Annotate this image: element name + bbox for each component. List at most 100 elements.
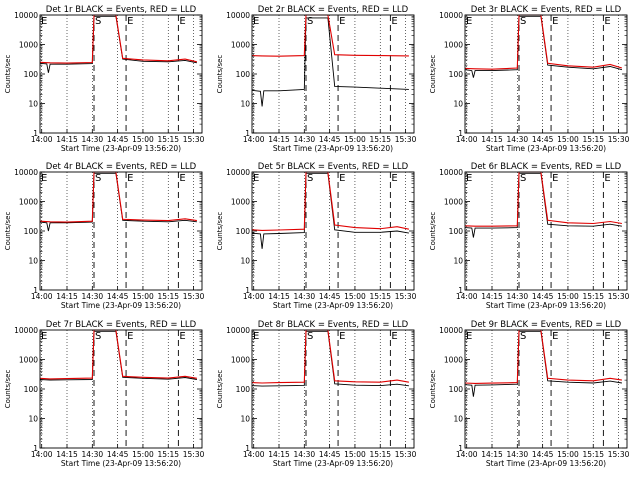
y-tick-label: 10 (28, 100, 38, 109)
x-tick-label: 15:15 (369, 135, 391, 144)
x-axis-label: Start Time (23-Apr-09 13:56:20) (273, 301, 393, 310)
x-axis-label: Start Time (23-Apr-09 13:56:20) (273, 144, 393, 153)
event-marker-label: E (339, 173, 345, 184)
event-marker-label: S (520, 331, 526, 342)
x-tick-label: 14:30 (294, 135, 316, 144)
x-tick-label: 14:00 (31, 135, 53, 144)
x-tick-label: 14:30 (507, 450, 529, 459)
x-tick-label: 14:45 (107, 292, 129, 301)
y-tick-label: 10 (453, 100, 463, 109)
x-tick-label: 14:15 (481, 292, 503, 301)
event-marker-label: E (391, 331, 397, 342)
x-tick-label: 14:15 (268, 292, 290, 301)
plot-frame (464, 14, 628, 134)
y-tick-label: 1000 (19, 198, 38, 207)
lld-series-line (251, 329, 409, 384)
y-tick-label: 1 (245, 129, 250, 138)
panel-title: Det 3r BLACK = Events, RED = LLD (471, 5, 622, 15)
y-tick-label: 10000 (226, 326, 250, 335)
y-tick-label: 100 (24, 70, 39, 79)
event-marker-label: E (127, 16, 133, 27)
x-tick-label: 15:00 (344, 450, 366, 459)
x-axis-label: Start Time (23-Apr-09 13:56:20) (273, 459, 393, 468)
x-tick-label: 14:15 (56, 292, 78, 301)
event-marker-label: E (552, 331, 558, 342)
x-tick-label: 15:15 (582, 292, 604, 301)
event-marker-label: E (391, 173, 397, 184)
event-marker-label: E (179, 173, 185, 184)
event-marker-label: E (253, 173, 259, 184)
x-tick-label: 14:00 (456, 292, 478, 301)
y-tick-label: 10000 (14, 326, 38, 335)
y-tick-label: 1000 (444, 41, 463, 50)
y-axis-label: Counts/sec (216, 55, 224, 94)
y-axis-label: Counts/sec (429, 212, 437, 251)
y-tick-label: 1 (245, 444, 250, 453)
y-tick-label: 100 (236, 227, 251, 236)
event-marker-label: E (41, 16, 47, 27)
y-tick-label: 100 (24, 385, 39, 394)
y-axis-label: Counts/sec (4, 370, 12, 409)
panel-title: Det 8r BLACK = Events, RED = LLD (258, 320, 409, 330)
x-tick-label: 15:00 (132, 450, 154, 459)
x-tick-label: 15:15 (157, 135, 179, 144)
x-tick-label: 14:15 (268, 135, 290, 144)
x-tick-label: 15:30 (395, 292, 417, 301)
y-tick-label: 1000 (444, 198, 463, 207)
x-tick-label: 14:30 (294, 450, 316, 459)
x-tick-label: 15:00 (344, 292, 366, 301)
y-tick-label: 10000 (439, 11, 463, 20)
y-tick-label: 10000 (14, 11, 38, 20)
y-tick-label: 10000 (226, 11, 250, 20)
event-marker-label: E (604, 331, 610, 342)
plot-frame (251, 14, 415, 134)
x-axis-label: Start Time (23-Apr-09 13:56:20) (486, 144, 606, 153)
events-series-line (251, 17, 409, 107)
x-tick-label: 14:00 (243, 292, 265, 301)
y-tick-label: 10 (240, 257, 250, 266)
event-marker-label: E (552, 173, 558, 184)
lld-series-line (39, 329, 197, 380)
event-marker-label: E (179, 16, 185, 27)
y-tick-label: 10000 (439, 168, 463, 177)
event-marker-label: S (307, 331, 313, 342)
x-tick-label: 14:00 (456, 135, 478, 144)
x-axis-label: Start Time (23-Apr-09 13:56:20) (61, 144, 181, 153)
y-tick-label: 1 (458, 286, 463, 295)
x-tick-label: 14:15 (56, 450, 78, 459)
y-tick-label: 10 (28, 257, 38, 266)
x-tick-label: 15:15 (369, 292, 391, 301)
x-axis-label: Start Time (23-Apr-09 13:56:20) (61, 459, 181, 468)
y-tick-label: 100 (236, 70, 251, 79)
y-tick-label: 10 (28, 415, 38, 424)
y-axis-label: Counts/sec (216, 370, 224, 409)
y-tick-label: 10000 (14, 168, 38, 177)
x-tick-label: 15:30 (183, 292, 205, 301)
y-tick-label: 100 (24, 227, 39, 236)
x-tick-label: 15:00 (557, 292, 579, 301)
event-marker-label: E (604, 16, 610, 27)
x-axis-label: Start Time (23-Apr-09 13:56:20) (486, 301, 606, 310)
event-marker-label: E (127, 173, 133, 184)
x-tick-label: 15:30 (183, 450, 205, 459)
x-tick-label: 14:45 (107, 450, 129, 459)
event-marker-label: S (307, 173, 313, 184)
x-tick-label: 15:30 (183, 135, 205, 144)
x-tick-label: 15:15 (582, 450, 604, 459)
y-tick-label: 10000 (439, 326, 463, 335)
x-tick-label: 14:30 (82, 135, 104, 144)
x-tick-label: 14:15 (481, 450, 503, 459)
y-tick-label: 1 (33, 286, 38, 295)
x-tick-label: 15:15 (582, 135, 604, 144)
x-tick-label: 14:30 (294, 292, 316, 301)
event-marker-label: E (253, 331, 259, 342)
